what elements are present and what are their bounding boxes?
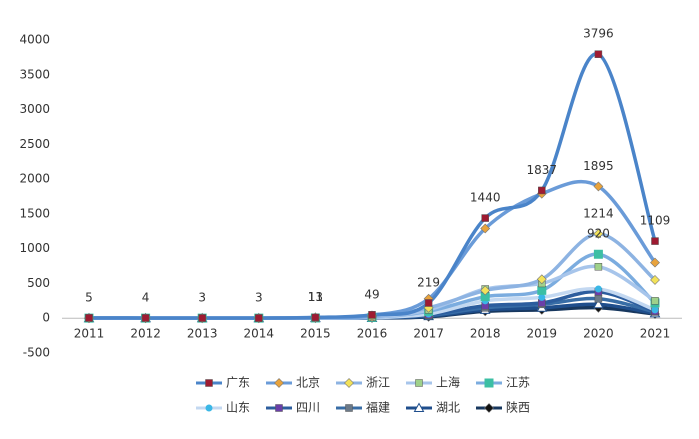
legend-marker	[413, 402, 425, 412]
marker	[538, 186, 546, 195]
y-tick-label: 3000	[19, 102, 50, 116]
legend-label: 山东	[226, 401, 250, 415]
marker	[481, 214, 489, 222]
legend-marker	[345, 404, 353, 412]
x-tick-label: 2016	[357, 327, 388, 341]
marker	[85, 314, 93, 322]
y-tick-label: 3500	[19, 67, 50, 81]
data-label: 1895	[583, 159, 614, 173]
marker	[537, 285, 547, 295]
marker	[141, 314, 150, 322]
marker	[480, 292, 490, 302]
x-tick-label: 2014	[244, 327, 275, 341]
legend-label: 湖北	[436, 400, 460, 415]
x-tick-label: 2013	[187, 327, 218, 341]
legend-label: 北京	[296, 376, 320, 390]
data-label: 3	[198, 291, 206, 305]
data-label: 49	[364, 287, 379, 301]
marker	[536, 274, 547, 285]
marker	[424, 299, 433, 307]
marker	[255, 314, 263, 322]
marker	[651, 237, 659, 245]
marker	[593, 298, 604, 309]
marker	[311, 313, 320, 322]
legend-marker	[205, 404, 213, 412]
legend-marker	[344, 378, 354, 388]
data-label: 1440	[470, 191, 501, 205]
legend-marker	[484, 403, 494, 413]
y-tick-label: 500	[27, 276, 50, 290]
x-tick-label: 2011	[74, 327, 105, 341]
x-tick-label: 2015	[300, 327, 331, 341]
marker	[594, 50, 603, 58]
marker	[651, 306, 659, 314]
x-tick-label: 2019	[527, 327, 558, 341]
y-tick-label: 2000	[19, 172, 50, 186]
marker	[651, 297, 659, 305]
marker	[594, 263, 603, 271]
marker	[538, 293, 546, 301]
y-tick-label: 1000	[19, 241, 50, 255]
legend-label: 陕西	[506, 400, 530, 415]
x-tick-label: 2012	[130, 327, 161, 341]
legend-label: 江苏	[506, 376, 530, 390]
legend-label: 福建	[366, 400, 390, 415]
marker	[480, 285, 491, 296]
legend-marker	[484, 378, 494, 388]
x-tick-label: 2020	[583, 327, 614, 341]
series-line	[87, 52, 657, 320]
legend-label: 广东	[226, 376, 250, 390]
marker	[650, 275, 660, 285]
legend-marker	[205, 379, 213, 387]
x-tick-label: 2021	[640, 327, 671, 341]
data-label: 1109	[640, 214, 671, 228]
y-tick-label: 0	[42, 311, 50, 325]
marker	[593, 228, 604, 239]
marker	[593, 181, 604, 192]
marker	[368, 311, 376, 319]
x-tick-label: 2017	[413, 327, 444, 341]
data-label: 13	[308, 290, 323, 304]
marker	[594, 294, 603, 303]
y-tick-label: -500	[23, 346, 50, 360]
marker	[480, 223, 491, 234]
legend-marker	[275, 404, 283, 412]
y-tick-label: 4000	[19, 33, 50, 47]
legend-label: 四川	[296, 401, 320, 415]
data-label: 1837	[527, 163, 558, 177]
y-tick-label: 1500	[19, 206, 50, 220]
data-label: 4	[142, 290, 150, 304]
marker	[594, 285, 602, 293]
legend-marker	[415, 379, 423, 387]
legend-label: 浙江	[366, 376, 390, 390]
marker	[198, 314, 206, 322]
marker	[593, 249, 603, 259]
data-label: 11	[308, 290, 323, 304]
data-label: 3796	[583, 27, 614, 41]
data-label: 5	[85, 290, 93, 304]
data-label: 3	[255, 291, 263, 305]
x-tick-label: 2018	[470, 327, 501, 341]
data-label: 219	[417, 275, 440, 289]
legend-marker	[274, 378, 284, 388]
y-tick-label: 2500	[19, 137, 50, 151]
data-label: 920	[587, 227, 610, 241]
marker	[650, 257, 660, 268]
legend-label: 上海	[436, 375, 460, 390]
data-label: 1214	[583, 206, 614, 220]
